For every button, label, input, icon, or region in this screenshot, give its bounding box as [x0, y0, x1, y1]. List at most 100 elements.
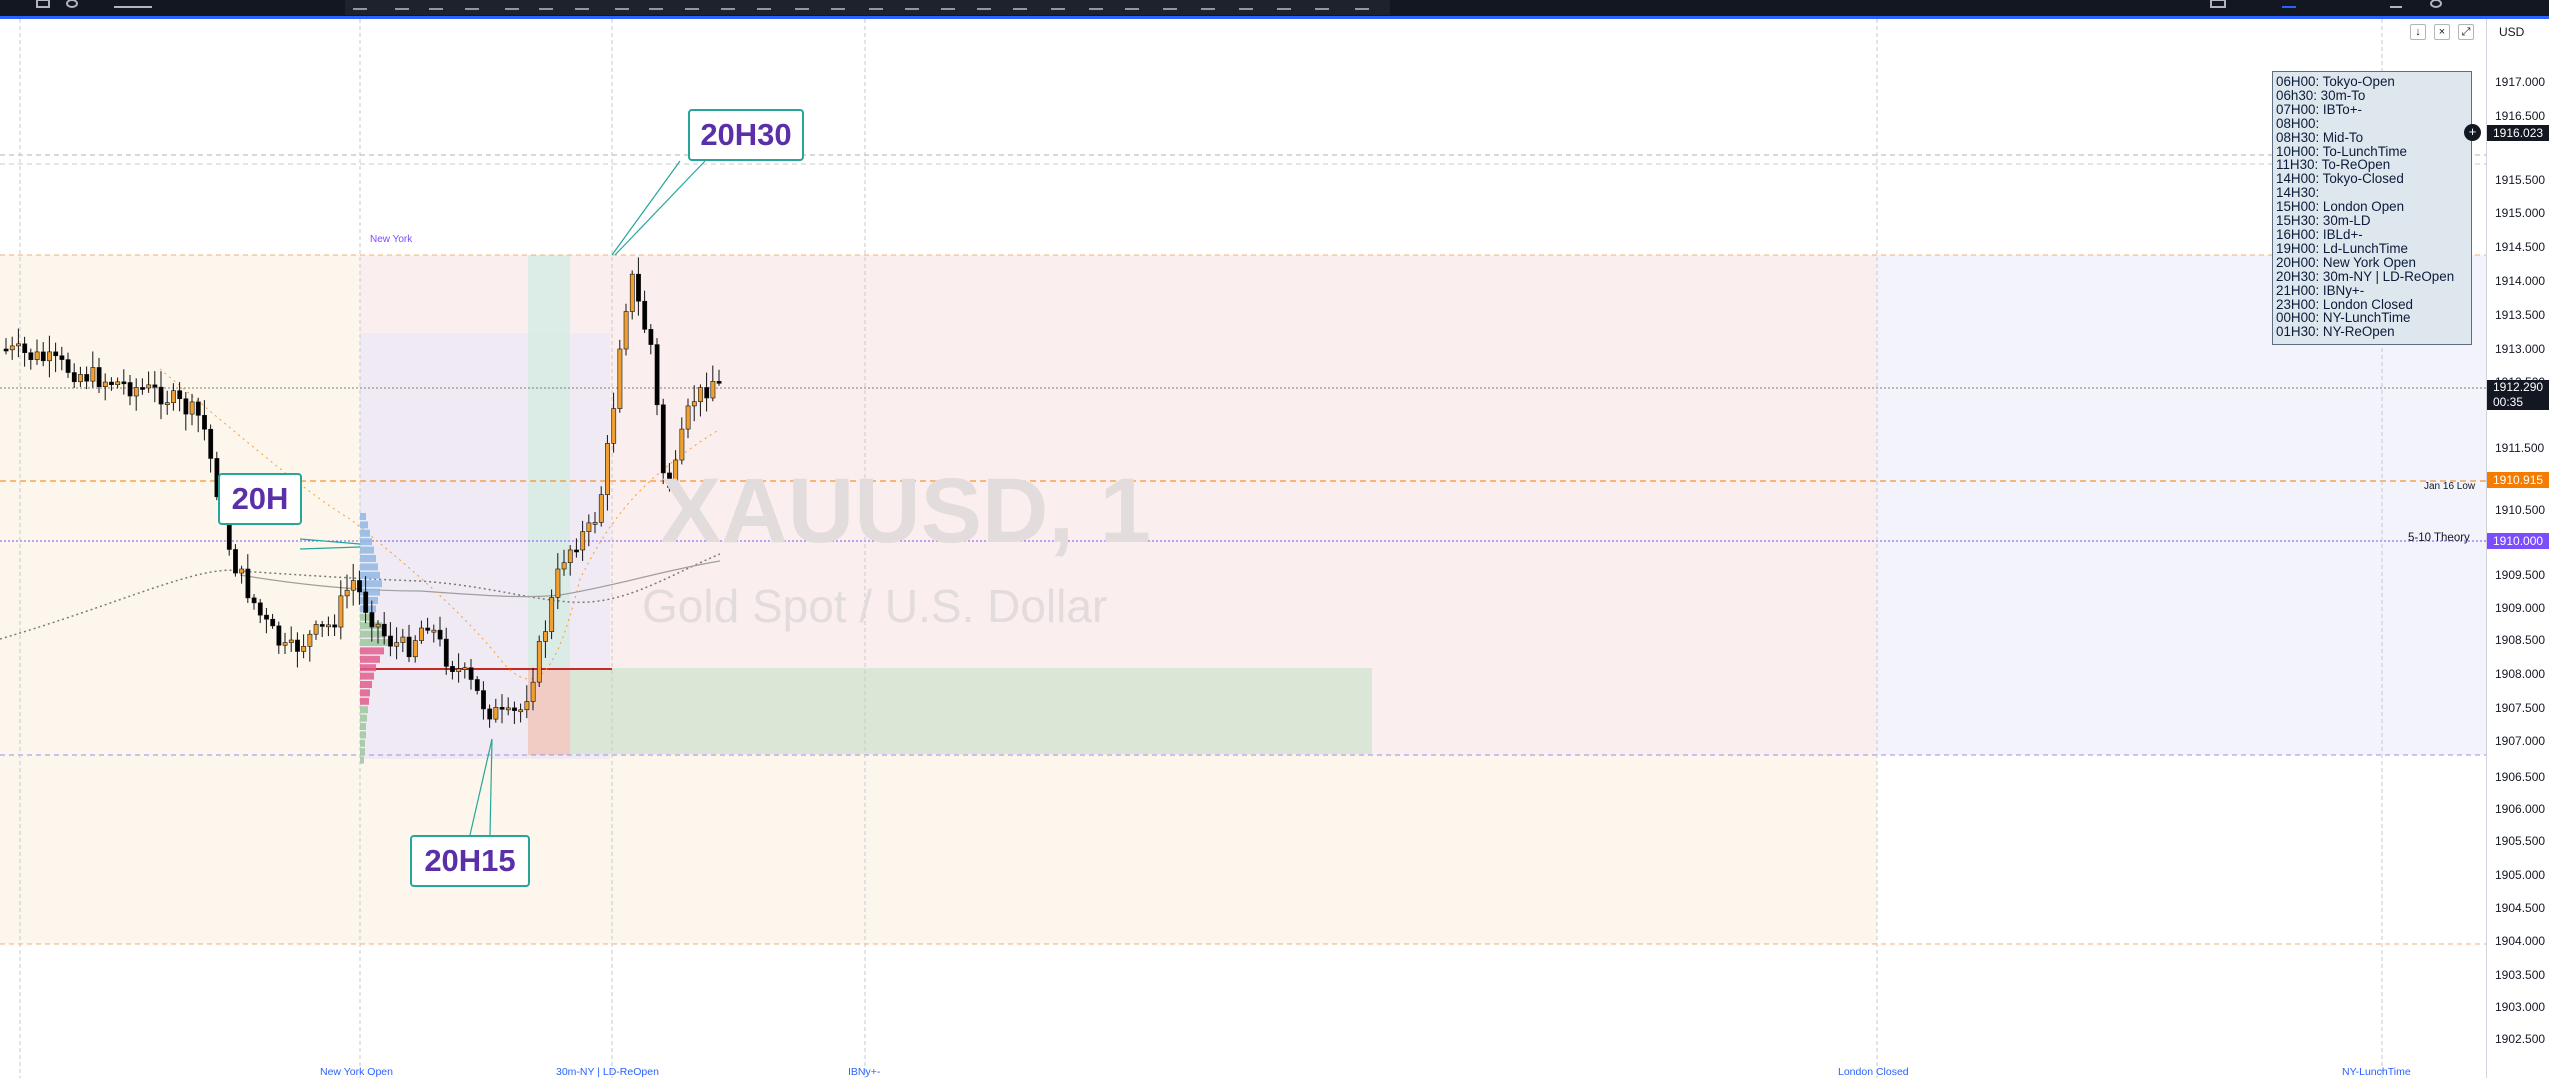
candle-body: [499, 707, 505, 710]
price-tick-label: 1908.500: [2495, 633, 2546, 647]
session-legend-row: 15H30: 30m-LD: [2276, 213, 2371, 229]
price-tick-label: 1915.500: [2495, 173, 2546, 187]
candle-body: [3, 348, 9, 352]
candle-body: [611, 408, 617, 444]
candle-body: [710, 381, 716, 399]
currency-dropdown[interactable]: USD: [2499, 25, 2525, 39]
grid-icon[interactable]: [36, 0, 50, 8]
candle-body: [53, 351, 59, 357]
alert-icon[interactable]: [2282, 0, 2296, 8]
layout-icon[interactable]: [2210, 0, 2226, 8]
candle-body: [443, 638, 449, 667]
callout-20h[interactable]: 20H: [218, 473, 302, 525]
volume-profile-bar: [360, 731, 366, 739]
callout-20h30[interactable]: 20H30: [688, 109, 804, 161]
session-legend-row: 14H30:: [2276, 185, 2320, 201]
price-tick-label: 1905.000: [2495, 868, 2546, 882]
candle-body: [536, 641, 542, 683]
candle-body: [524, 701, 530, 711]
chart-pane[interactable]: XAUUSD, 1 Gold Spot / U.S. Dollar New Yo…: [0, 19, 2486, 1078]
candle-body: [344, 589, 350, 597]
candle-body: [127, 382, 133, 397]
description-watermark: Gold Spot / U.S. Dollar: [642, 580, 1108, 632]
add-alert-icon[interactable]: +: [2464, 124, 2481, 141]
trash-icon[interactable]: [2390, 0, 2402, 8]
session-legend-row: 07H00: IBTo+-: [2276, 101, 2362, 117]
candle-body: [617, 348, 623, 409]
candle-body: [704, 387, 710, 399]
session-legend-row: 00H00: NY-LunchTime: [2276, 310, 2411, 326]
price-tick-label: 1907.500: [2495, 701, 2546, 715]
volume-profile-bar: [360, 588, 380, 596]
candle-body: [493, 707, 499, 720]
volume-profile-bar: [360, 748, 365, 756]
candle-body: [202, 415, 207, 430]
volume-profile-bar: [360, 513, 366, 520]
session-legend-row: 06h30: 30m-To: [2276, 87, 2366, 103]
replay-icon[interactable]: [114, 0, 152, 8]
volume-profile-bar: [360, 756, 364, 764]
candle-body: [388, 635, 393, 647]
candle-body: [338, 595, 344, 628]
price-tick-label: 1905.500: [2495, 834, 2546, 848]
callout-pointer: [611, 160, 681, 256]
candle-body: [295, 639, 300, 652]
callout-pointer: [489, 738, 493, 836]
session-legend-row: 19H00: Ld-LunchTime: [2276, 240, 2408, 256]
candle-body: [580, 531, 586, 551]
fullscreen-icon[interactable]: ⤢: [2458, 24, 2474, 40]
price-scale[interactable]: USD 1917.000 1916.500 1915.500 1915.000 1914…: [2486, 19, 2549, 1078]
symbol-watermark: XAUUSD, 1: [660, 460, 1151, 562]
candle-body: [487, 708, 493, 720]
settings-icon[interactable]: [2430, 0, 2442, 8]
candle-body: [598, 494, 604, 523]
fvg-zone: [570, 668, 1372, 754]
candle-body: [530, 681, 536, 702]
candle-body: [84, 374, 90, 382]
candle-body: [474, 679, 480, 691]
volume-profile-bar: [360, 706, 368, 714]
scroll-down-icon[interactable]: ↓: [2410, 24, 2426, 40]
price-tick-label: 1903.000: [2495, 1000, 2546, 1014]
indicators-icon[interactable]: [66, 0, 78, 8]
candle-body: [505, 707, 511, 711]
candle-body: [555, 568, 561, 598]
candle-body: [574, 549, 579, 553]
volume-profile-bar: [360, 580, 382, 588]
candle-body: [394, 642, 400, 647]
candle-body: [549, 597, 555, 632]
crosshair-price-tag: 1916.023: [2487, 125, 2549, 141]
candle-body: [171, 390, 176, 403]
candle-body: [270, 618, 276, 627]
candle-body: [462, 667, 468, 670]
candle-body: [319, 624, 325, 627]
candle-body: [65, 359, 71, 373]
collapse-icon[interactable]: ×: [2434, 24, 2450, 40]
jan16-low-price-tag: 1910.915: [2487, 472, 2549, 488]
drawing-tools-icon[interactable]: [345, 0, 1390, 15]
volume-profile-bar: [360, 655, 380, 663]
candle-body: [716, 381, 722, 384]
session-legend[interactable]: 06H00: Tokyo-Open 06h30: 30m-To 07H00: IBT…: [2272, 71, 2472, 345]
volume-profile-bar: [360, 681, 372, 688]
candle-body: [115, 381, 121, 386]
moving-average-line: [239, 560, 721, 598]
price-tick-label: 1904.500: [2495, 901, 2546, 915]
volume-profile-bar: [360, 723, 366, 730]
volume-profile-bar: [360, 597, 378, 604]
volume-profile-bar: [360, 555, 376, 562]
candle-body: [71, 372, 77, 383]
volume-profile-bar: [360, 613, 374, 621]
chart-canvas[interactable]: [0, 19, 2486, 1078]
candle-body: [177, 390, 183, 400]
candle-body: [282, 642, 288, 646]
candle-body: [164, 402, 170, 405]
callout-20h15[interactable]: 20H15: [410, 835, 530, 887]
price-tick-label: 1908.000: [2495, 667, 2546, 681]
price-tick-label: 1909.500: [2495, 568, 2546, 582]
candle-body: [636, 273, 641, 302]
candle-body: [239, 568, 245, 574]
volume-profile-bar: [360, 639, 388, 646]
theory-label: 5-10 Theory: [2408, 532, 2470, 544]
candle-body: [96, 367, 102, 388]
